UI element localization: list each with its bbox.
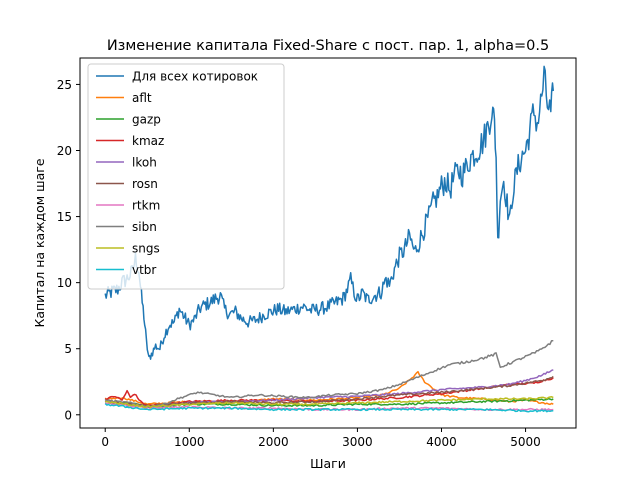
legend-label: vtbr xyxy=(132,263,156,277)
x-tick-label: 1000 xyxy=(174,435,205,449)
y-tick-label: 0 xyxy=(64,408,72,422)
legend-label: kmaz xyxy=(132,134,164,148)
x-tick-label: 5000 xyxy=(510,435,541,449)
series-line-sibn xyxy=(104,339,554,408)
x-axis-label: Шаги xyxy=(310,456,346,471)
x-tick-label: 0 xyxy=(101,435,109,449)
x-tick-label: 4000 xyxy=(426,435,457,449)
legend-label: lkoh xyxy=(132,156,157,170)
y-tick-label: 10 xyxy=(57,276,72,290)
plot-frame xyxy=(79,57,577,429)
x-tick-label: 3000 xyxy=(342,435,373,449)
chart-title: Изменение капитала Fixed-Share с пост. п… xyxy=(107,38,549,54)
legend-label: sngs xyxy=(132,242,160,256)
series-layer xyxy=(104,65,555,413)
legend-label: gazp xyxy=(132,113,161,127)
legend-label: rosn xyxy=(132,177,158,191)
y-tick-label: 15 xyxy=(57,210,72,224)
axis-layer: 0 1000 2000 3000 4000 5000 0 5 10 15 20 25 xyxy=(57,78,541,449)
y-tick-label: 25 xyxy=(57,78,72,92)
legend: Для всех котировок aflt gazp kmaz lkoh rosn rt… xyxy=(87,63,285,290)
legend-label: Для всех котировок xyxy=(132,70,258,84)
series-line-для-всех-котировок xyxy=(104,65,555,360)
x-tick-label: 2000 xyxy=(258,435,289,449)
series-line-rosn xyxy=(104,375,554,407)
legend-box xyxy=(87,63,285,290)
y-axis-label: Капитал на каждом шаге xyxy=(32,158,47,327)
series-line-sngs xyxy=(105,396,554,409)
series-line-vtbr xyxy=(104,403,554,413)
legend-label: sibn xyxy=(132,220,157,234)
legend-label: rtkm xyxy=(132,199,160,213)
y-tick-label: 5 xyxy=(64,342,72,356)
y-tick-label: 20 xyxy=(57,144,72,158)
legend-label: aflt xyxy=(132,91,152,105)
